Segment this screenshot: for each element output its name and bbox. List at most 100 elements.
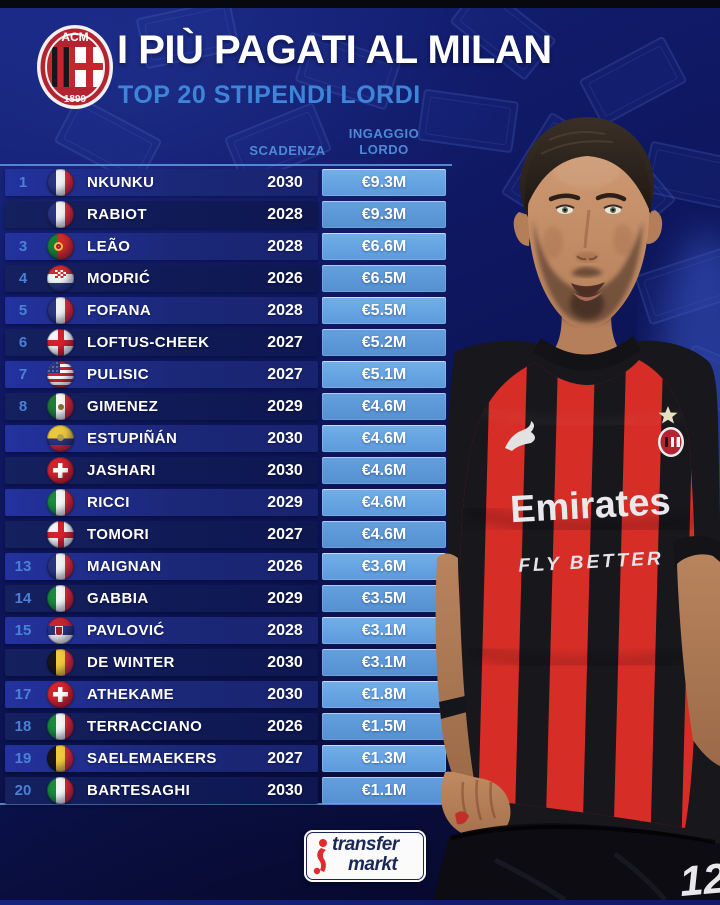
brand-line2: markt	[348, 854, 398, 875]
gross-salary-badge: €4.6M	[322, 425, 446, 452]
gross-salary-badge: €9.3M	[322, 201, 446, 228]
table-row-main: ESTUPIÑÁN 2030	[5, 425, 318, 452]
table-row: 15 PAVLOVIĆ 2028 €3.1M	[5, 617, 446, 644]
country-flag-icon	[47, 233, 74, 260]
table-row: 14 GABBIA 2029 €3.5M	[5, 585, 446, 612]
player-name: ESTUPIÑÁN	[87, 430, 178, 447]
country-flag-icon	[47, 169, 74, 196]
rank-label: 17	[14, 686, 32, 703]
rank-label: 14	[14, 590, 32, 607]
player-name: LOFTUS-CHEEK	[87, 334, 210, 351]
top-black-bar	[0, 0, 720, 8]
rank-label: 5	[18, 302, 28, 319]
page-subtitle: TOP 20 STIPENDI LORDI	[118, 81, 421, 109]
gross-salary-badge: €6.6M	[322, 233, 446, 260]
country-flag-icon	[47, 777, 74, 804]
contract-expiry: 2028	[267, 301, 303, 319]
contract-expiry: 2030	[267, 173, 303, 191]
country-flag-icon	[47, 393, 74, 420]
table-row-main: 20 BARTESAGHI 2030	[5, 777, 318, 804]
country-flag-icon	[47, 489, 74, 516]
player-name: FOFANA	[87, 302, 152, 319]
table-row-main: 19 SAELEMAEKERS 2027	[5, 745, 318, 772]
country-flag-icon	[47, 553, 74, 580]
table-row: 17 ATHEKAME 2030 €1.8M	[5, 681, 446, 708]
contract-expiry: 2026	[267, 717, 303, 735]
gross-salary-badge: €5.2M	[322, 329, 446, 356]
country-flag-icon	[47, 361, 74, 388]
player-name: NKUNKU	[87, 174, 155, 191]
contract-expiry: 2029	[267, 397, 303, 415]
contract-expiry: 2027	[267, 525, 303, 543]
table-row-main: 13 MAIGNAN 2026	[5, 553, 318, 580]
player-name: JASHARI	[87, 462, 156, 479]
table-row-main: 4 MODRIĆ 2026	[5, 265, 318, 292]
table-row: 7 PULISIC 2027 €5.1M	[5, 361, 446, 388]
contract-expiry: 2026	[267, 269, 303, 287]
rank-label: 8	[18, 398, 28, 415]
table-row-main: RABIOT 2028	[5, 201, 318, 228]
player-name: SAELEMAEKERS	[87, 750, 217, 767]
table-row: 18 TERRACCIANO 2026 €1.5M	[5, 713, 446, 740]
table-row: JASHARI 2030 €4.6M	[5, 457, 446, 484]
table-row-main: 1 NKUNKU 2030	[5, 169, 318, 196]
table-row-main: 18 TERRACCIANO 2026	[5, 713, 318, 740]
table-row: 1 NKUNKU 2030 €9.3M	[5, 169, 446, 196]
contract-expiry: 2029	[267, 589, 303, 607]
page-title: I PIÙ PAGATI AL MILAN	[117, 28, 552, 72]
player-name: DE WINTER	[87, 654, 175, 671]
gross-salary-badge: €1.5M	[322, 713, 446, 740]
table-top-border	[0, 164, 452, 166]
table-row: RICCI 2029 €4.6M	[5, 489, 446, 516]
rank-label: 1	[18, 174, 28, 191]
table-row: 13 MAIGNAN 2026 €3.6M	[5, 553, 446, 580]
gross-salary-badge: €9.3M	[322, 169, 446, 196]
rank-label: 13	[14, 558, 32, 575]
country-flag-icon	[47, 521, 74, 548]
gross-salary-badge: €5.5M	[322, 297, 446, 324]
player-name: RICCI	[87, 494, 130, 511]
contract-expiry: 2028	[267, 205, 303, 223]
table-row: TOMORI 2027 €4.6M	[5, 521, 446, 548]
contract-expiry: 2030	[267, 429, 303, 447]
transfermarkt-player-icon	[313, 839, 327, 875]
table-row: 5 FOFANA 2028 €5.5M	[5, 297, 446, 324]
rank-label: 18	[14, 718, 32, 735]
player-name: MODRIĆ	[87, 270, 151, 287]
gross-salary-badge: €1.3M	[322, 745, 446, 772]
gross-salary-badge: €4.6M	[322, 521, 446, 548]
contract-expiry: 2030	[267, 685, 303, 703]
country-flag-icon	[47, 329, 74, 356]
gross-salary-badge: €5.1M	[322, 361, 446, 388]
country-flag-icon	[47, 649, 74, 676]
table-row-main: 5 FOFANA 2028	[5, 297, 318, 324]
table-row: 6 LOFTUS-CHEEK 2027 €5.2M	[5, 329, 446, 356]
column-header-ingaggio-line1: INGAGGIO	[348, 126, 420, 141]
country-flag-icon	[47, 457, 74, 484]
gross-salary-badge: €3.1M	[322, 617, 446, 644]
contract-expiry: 2029	[267, 493, 303, 511]
ac-milan-crest-icon: ACM 1899	[37, 25, 113, 109]
table-row: DE WINTER 2030 €3.1M	[5, 649, 446, 676]
rank-label: 6	[18, 334, 28, 351]
table-row-main: 8 GIMENEZ 2029	[5, 393, 318, 420]
table-row-main: DE WINTER 2030	[5, 649, 318, 676]
contract-expiry: 2027	[267, 333, 303, 351]
table-row-main: 17 ATHEKAME 2030	[5, 681, 318, 708]
crest-acronym: ACM	[61, 30, 88, 44]
rank-label: 4	[18, 270, 28, 287]
column-header-scadenza: SCADENZA	[249, 143, 326, 158]
table-row-main: 15 PAVLOVIĆ 2028	[5, 617, 318, 644]
gross-salary-badge: €3.5M	[322, 585, 446, 612]
table-row: 3 LEÃO 2028 €6.6M	[5, 233, 446, 260]
country-flag-icon	[47, 617, 74, 644]
table-row-main: 14 GABBIA 2029	[5, 585, 318, 612]
contract-expiry: 2030	[267, 461, 303, 479]
rank-label: 3	[18, 238, 28, 255]
contract-expiry: 2030	[267, 781, 303, 799]
contract-expiry: 2028	[267, 237, 303, 255]
player-name: TERRACCIANO	[87, 718, 203, 735]
gross-salary-badge: €3.6M	[322, 553, 446, 580]
player-name: ATHEKAME	[87, 686, 175, 703]
gross-salary-badge: €3.1M	[322, 649, 446, 676]
